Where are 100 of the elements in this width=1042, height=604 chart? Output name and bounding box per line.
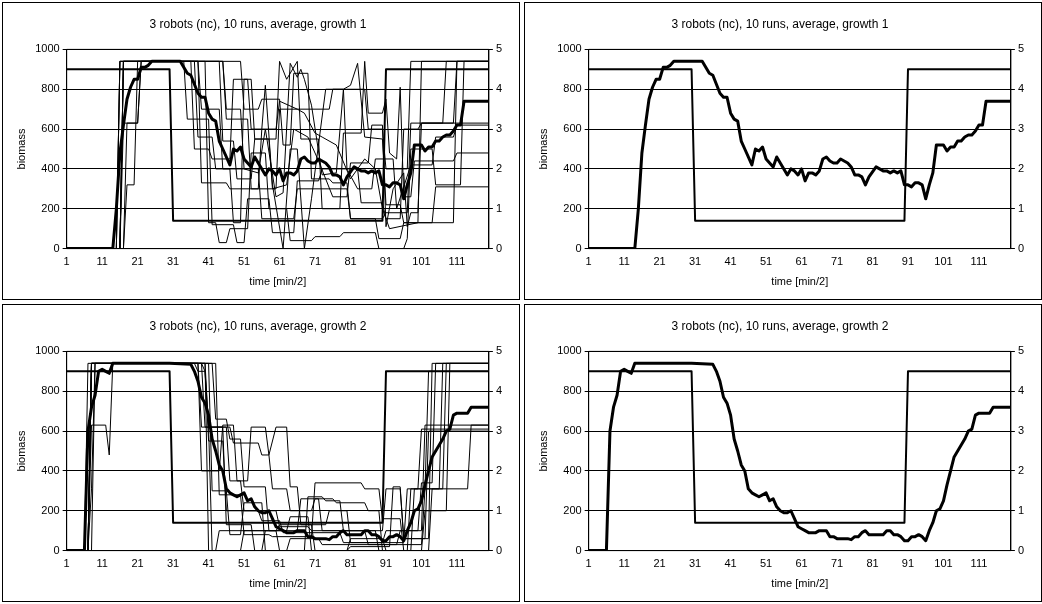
y2-tick-label: 4	[1017, 82, 1025, 95]
x-tick-label: 111	[970, 557, 988, 570]
x-tick-label: 11	[618, 255, 630, 268]
y2-tick-label: 3	[495, 122, 503, 135]
y-tick-label: 600	[563, 122, 582, 135]
x-axis-title: time [min/2]	[249, 577, 307, 590]
y2-tick-label: 5	[1017, 344, 1025, 357]
x-tick-label: 51	[759, 255, 773, 268]
y2-tick-label: 1	[495, 503, 503, 516]
y2-tick-label: 0	[495, 543, 503, 556]
x-tick-label: 31	[166, 255, 180, 268]
x-tick-label: 61	[795, 255, 808, 268]
y2-tick-label: 4	[495, 82, 503, 95]
y2-tick-label: 5	[1017, 42, 1025, 55]
x-tick-label: 41	[724, 255, 737, 268]
y2-tick-label: 0	[495, 241, 503, 254]
x-tick-label: 81	[344, 255, 357, 268]
x-tick-label: 91	[901, 255, 915, 268]
x-tick-label: 91	[901, 557, 915, 570]
y-axis-title: biomass	[536, 430, 549, 472]
y-tick-label: 600	[563, 424, 582, 437]
y-tick-label: 200	[41, 503, 60, 516]
x-tick-label: 71	[830, 255, 844, 268]
x-tick-label: 101	[934, 557, 953, 570]
y2-tick-label: 2	[495, 463, 503, 476]
y2-tick-label: 4	[495, 384, 503, 397]
y-tick-label: 400	[563, 463, 582, 476]
x-tick-label: 111	[970, 255, 988, 268]
y2-tick-label: 1	[1017, 503, 1025, 516]
y-tick-label: 800	[563, 82, 582, 95]
x-tick-label: 11	[96, 557, 108, 570]
y2-tick-label: 1	[1017, 201, 1025, 214]
x-tick-label: 81	[866, 255, 879, 268]
y-tick-label: 200	[41, 201, 60, 214]
x-tick-label: 51	[237, 255, 251, 268]
x-tick-label: 51	[759, 557, 773, 570]
chart-title: 3 robots (nc), 10 runs, average, growth 2	[149, 318, 367, 333]
y2-tick-label: 2	[495, 161, 503, 174]
y-tick-label: 1000	[557, 42, 582, 55]
x-tick-label: 1	[585, 255, 592, 268]
y2-tick-label: 4	[1017, 384, 1025, 397]
y2-tick-label: 0	[1017, 241, 1025, 254]
y-tick-label: 800	[41, 384, 60, 397]
y-tick-label: 400	[563, 161, 582, 174]
y-tick-label: 800	[41, 82, 60, 95]
x-tick-label: 101	[412, 557, 431, 570]
x-tick-label: 61	[273, 255, 286, 268]
x-tick-label: 101	[934, 255, 953, 268]
x-tick-label: 11	[96, 255, 108, 268]
x-tick-label: 31	[688, 255, 702, 268]
x-tick-label: 41	[202, 255, 215, 268]
x-tick-label: 21	[131, 255, 144, 268]
x-axis-title: time [min/2]	[771, 577, 829, 590]
x-tick-label: 21	[131, 557, 144, 570]
x-tick-label: 81	[866, 557, 879, 570]
x-tick-label: 61	[795, 557, 808, 570]
y-tick-label: 1000	[35, 344, 60, 357]
y-tick-label: 0	[53, 543, 60, 556]
chart-title: 3 robots (nc), 10 runs, average, growth 1	[149, 16, 367, 31]
y-tick-label: 600	[41, 122, 60, 135]
x-tick-label: 21	[653, 255, 666, 268]
x-axis-title: time [min/2]	[249, 275, 307, 288]
y2-tick-label: 0	[1017, 543, 1025, 556]
x-tick-label: 91	[379, 557, 393, 570]
y2-tick-label: 3	[495, 424, 503, 437]
x-tick-label: 91	[379, 255, 393, 268]
y2-tick-label: 3	[1017, 122, 1025, 135]
chart-title: 3 robots (nc), 10 runs, average, growth 1	[671, 16, 889, 31]
x-tick-label: 31	[166, 557, 180, 570]
x-tick-label: 11	[618, 557, 630, 570]
y-tick-label: 0	[53, 241, 60, 254]
x-tick-label: 71	[830, 557, 844, 570]
x-tick-label: 61	[273, 557, 286, 570]
x-tick-label: 71	[308, 557, 322, 570]
y-tick-label: 1000	[35, 42, 60, 55]
y2-tick-label: 2	[1017, 161, 1025, 174]
y2-tick-label: 2	[1017, 463, 1025, 476]
y-tick-label: 1000	[557, 344, 582, 357]
x-tick-label: 41	[724, 557, 737, 570]
y2-tick-label: 5	[495, 42, 503, 55]
x-tick-label: 81	[344, 557, 357, 570]
x-tick-label: 71	[308, 255, 322, 268]
x-tick-label: 101	[412, 255, 431, 268]
x-tick-label: 111	[448, 557, 466, 570]
y-tick-label: 400	[41, 161, 60, 174]
y-axis-title: biomass	[14, 128, 27, 170]
y-tick-label: 0	[575, 241, 582, 254]
x-tick-label: 31	[688, 557, 702, 570]
y2-tick-label: 1	[495, 201, 503, 214]
x-tick-label: 41	[202, 557, 215, 570]
chart-title: 3 robots (nc), 10 runs, average, growth 2	[671, 318, 889, 333]
y-tick-label: 400	[41, 463, 60, 476]
y2-tick-label: 5	[495, 344, 503, 357]
x-tick-label: 1	[63, 255, 70, 268]
y-axis-title: biomass	[536, 128, 549, 170]
y-axis-title: biomass	[14, 430, 27, 472]
x-tick-label: 21	[653, 557, 666, 570]
x-tick-label: 111	[448, 255, 466, 268]
y-tick-label: 800	[563, 384, 582, 397]
y-tick-label: 0	[575, 543, 582, 556]
